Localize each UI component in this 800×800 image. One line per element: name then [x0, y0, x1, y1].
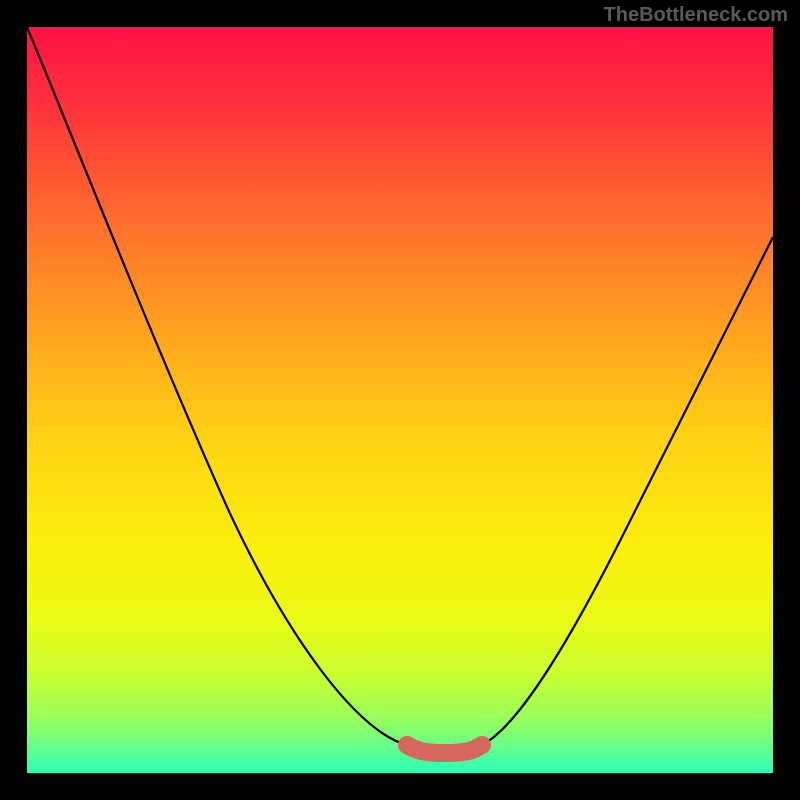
chart-gradient-rect — [27, 27, 773, 773]
chart-bottom-band — [407, 745, 482, 753]
attribution-label: TheBottleneck.com — [604, 4, 788, 27]
chart-marker-right — [473, 736, 491, 754]
chart-plot-area — [27, 27, 773, 773]
chart-marker-left — [398, 736, 416, 754]
chart-svg — [27, 27, 773, 773]
